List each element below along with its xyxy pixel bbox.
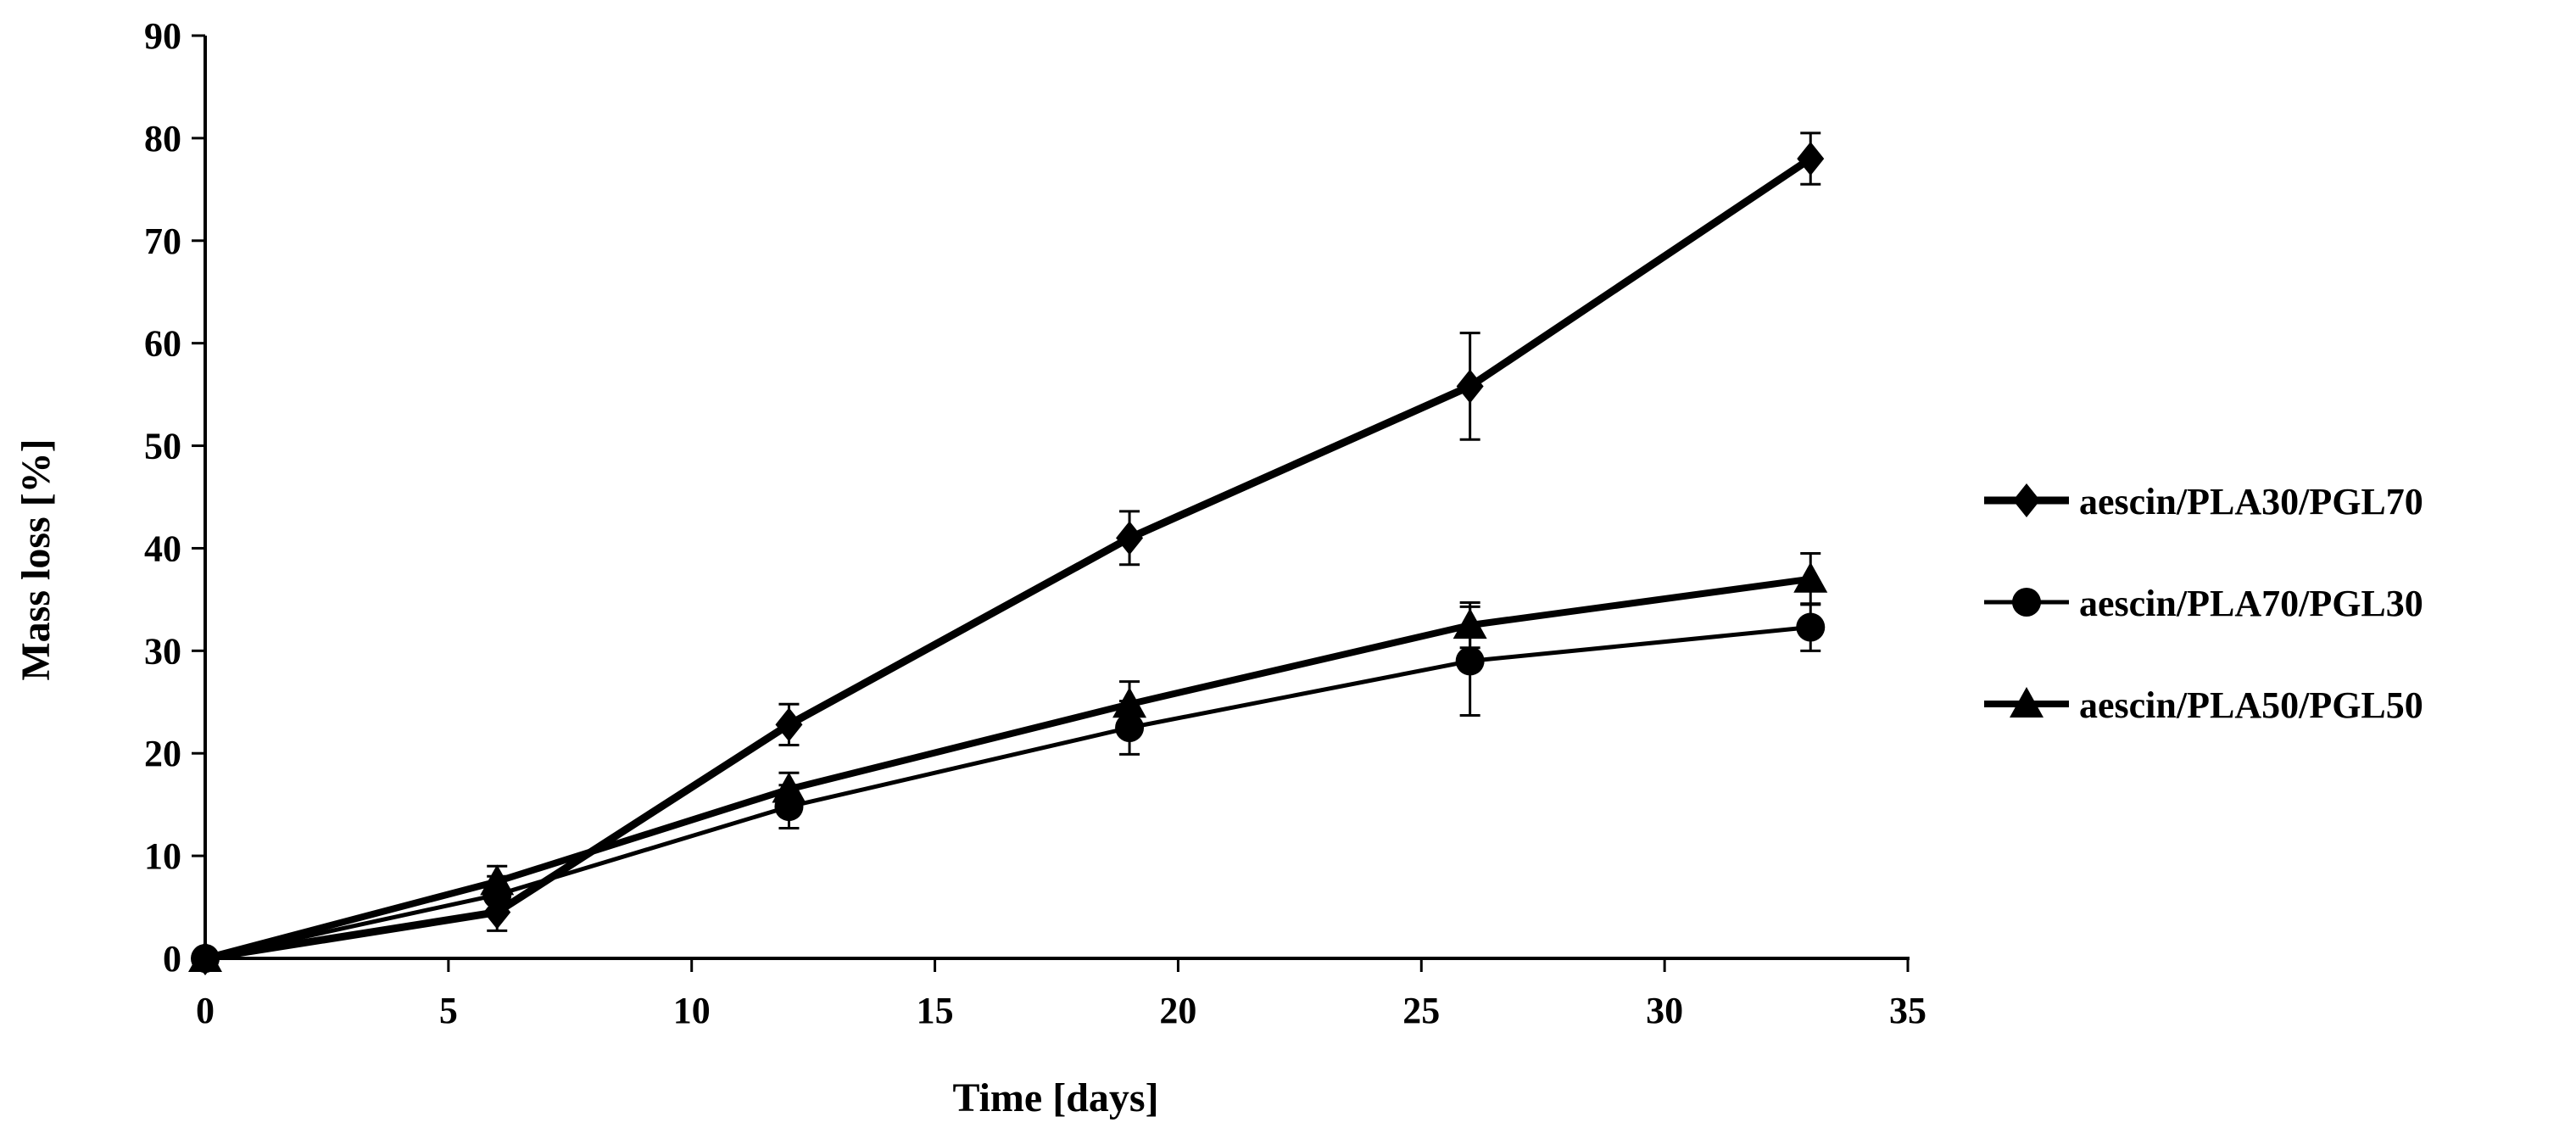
x-tick-label: 35 — [1889, 990, 1926, 1031]
data-point — [1456, 369, 1484, 404]
series-line — [204, 625, 1811, 961]
data-point — [1455, 646, 1485, 676]
y-axis-title: Mass loss [%] — [14, 438, 59, 680]
legend-label: aescin/PLA30/PGL70 — [2079, 481, 2423, 522]
y-tick-label: 0 — [163, 938, 181, 980]
y-tick-label: 20 — [144, 733, 181, 774]
y-tick-label: 50 — [144, 426, 181, 467]
series-line — [204, 575, 1811, 962]
data-point — [1116, 521, 1144, 556]
y-tick-label: 70 — [144, 221, 181, 262]
x-tick-label: 15 — [917, 990, 954, 1031]
y-tick-label: 90 — [144, 15, 181, 57]
data-point — [1112, 687, 1147, 718]
data-point — [1793, 561, 1828, 593]
series-diamond — [192, 131, 1825, 975]
y-tick-label: 10 — [144, 835, 181, 877]
axes: 0 5 10 15 20 25 30 35 0 10 20 30 40 50 60 70 80 90 — [144, 15, 1926, 1031]
legend-label: aescin/PLA50/PGL50 — [2079, 684, 2423, 726]
legend-marker — [2010, 687, 2044, 718]
series-circle — [191, 602, 1826, 973]
x-tick-label: 30 — [1646, 990, 1683, 1031]
data-point — [1796, 612, 1826, 642]
data-point — [775, 707, 803, 742]
y-tick-label: 80 — [144, 118, 181, 159]
legend-item: aescin/PLA30/PGL70 — [1984, 481, 2423, 522]
y-tick-label: 40 — [144, 528, 181, 569]
x-tick-label: 10 — [673, 990, 711, 1031]
legend-item: aescin/PLA70/PGL30 — [1984, 583, 2423, 624]
data-point — [1452, 608, 1487, 639]
x-tick-label: 0 — [196, 990, 215, 1031]
legend: aescin/PLA30/PGL70 aescin/PLA70/PGL30 aesc… — [1984, 481, 2423, 726]
x-tick-label: 20 — [1159, 990, 1196, 1031]
x-tick-label: 5 — [439, 990, 458, 1031]
data-point — [480, 864, 515, 896]
x-tick-label: 25 — [1402, 990, 1440, 1031]
legend-marker — [2012, 588, 2041, 617]
data-point — [1797, 142, 1825, 176]
data-point — [772, 772, 806, 803]
series-line — [204, 155, 1813, 963]
legend-item: aescin/PLA50/PGL50 — [1984, 684, 2423, 726]
legend-marker — [2013, 483, 2040, 517]
y-tick-label: 30 — [144, 630, 181, 672]
series-group — [188, 131, 1828, 975]
legend-label: aescin/PLA70/PGL30 — [2079, 583, 2423, 624]
series-triangle — [188, 551, 1828, 972]
y-tick-label: 60 — [144, 323, 181, 365]
data-point — [188, 941, 222, 972]
x-axis-title: Time [days] — [952, 1075, 1158, 1120]
